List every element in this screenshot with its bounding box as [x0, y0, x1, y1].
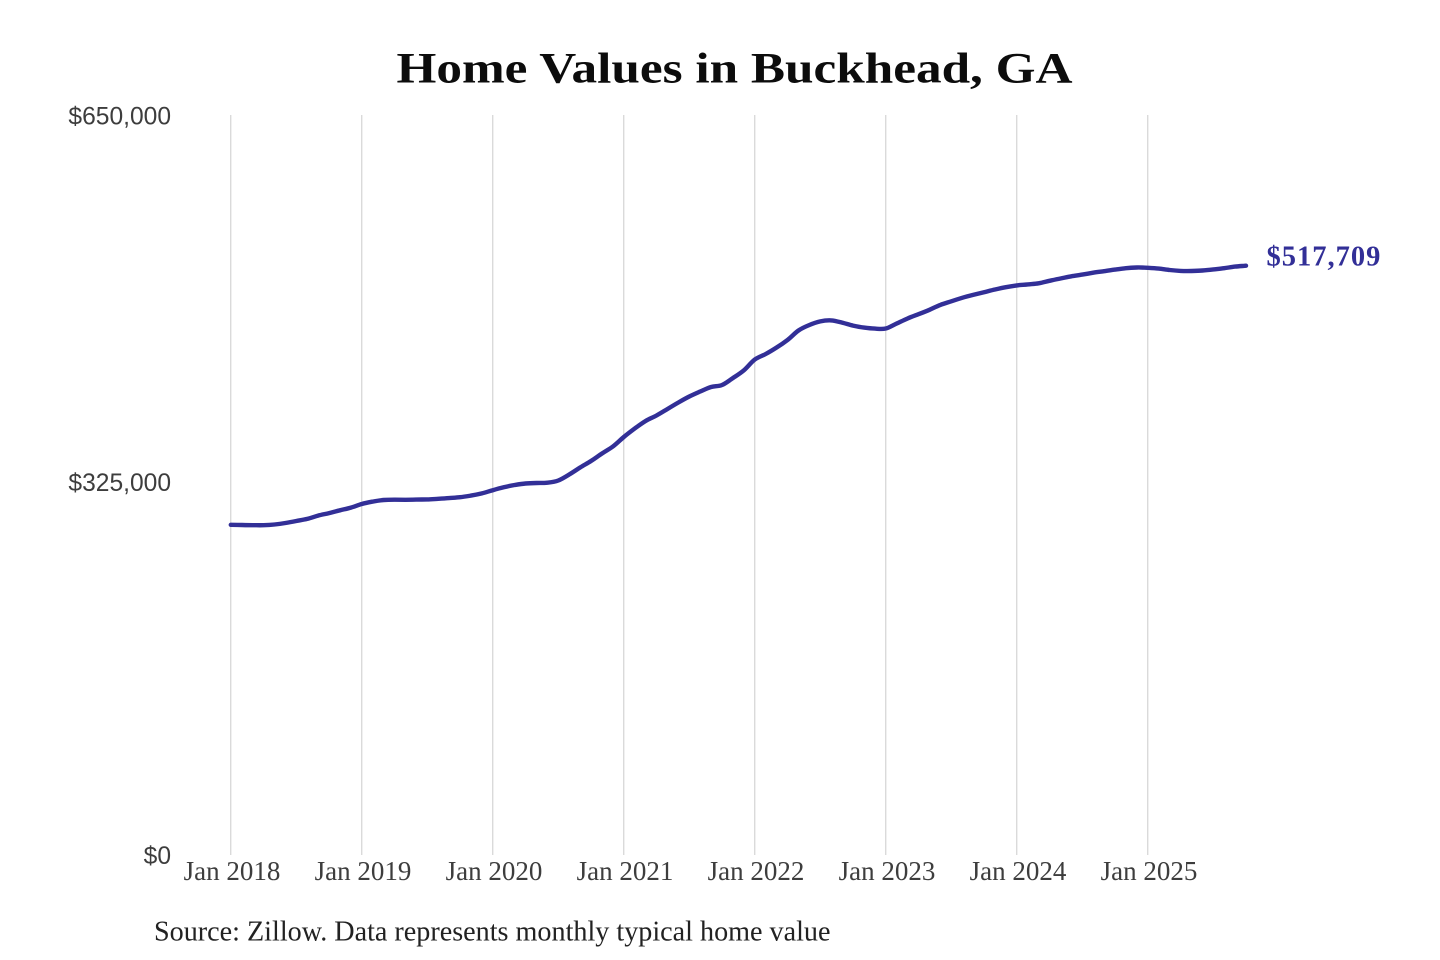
- svg-text:Jan 2025: Jan 2025: [1101, 856, 1198, 886]
- svg-text:$650,000: $650,000: [68, 104, 171, 131]
- svg-text:Jan 2021: Jan 2021: [577, 856, 674, 886]
- svg-text:Jan 2024: Jan 2024: [970, 856, 1067, 886]
- svg-text:$325,000: $325,000: [68, 470, 171, 497]
- svg-text:Jan 2020: Jan 2020: [446, 856, 543, 886]
- svg-text:Jan 2022: Jan 2022: [708, 856, 805, 886]
- svg-text:$517,709: $517,709: [1267, 242, 1382, 273]
- svg-text:$0: $0: [144, 843, 171, 870]
- svg-text:Source: Zillow. Data represent: Source: Zillow. Data represents monthly …: [154, 917, 831, 948]
- svg-text:Home Values in Buckhead, GA: Home Values in Buckhead, GA: [397, 46, 1073, 93]
- svg-text:Jan 2019: Jan 2019: [315, 856, 412, 886]
- svg-text:Jan 2023: Jan 2023: [839, 856, 936, 886]
- svg-text:Jan 2018: Jan 2018: [184, 856, 281, 886]
